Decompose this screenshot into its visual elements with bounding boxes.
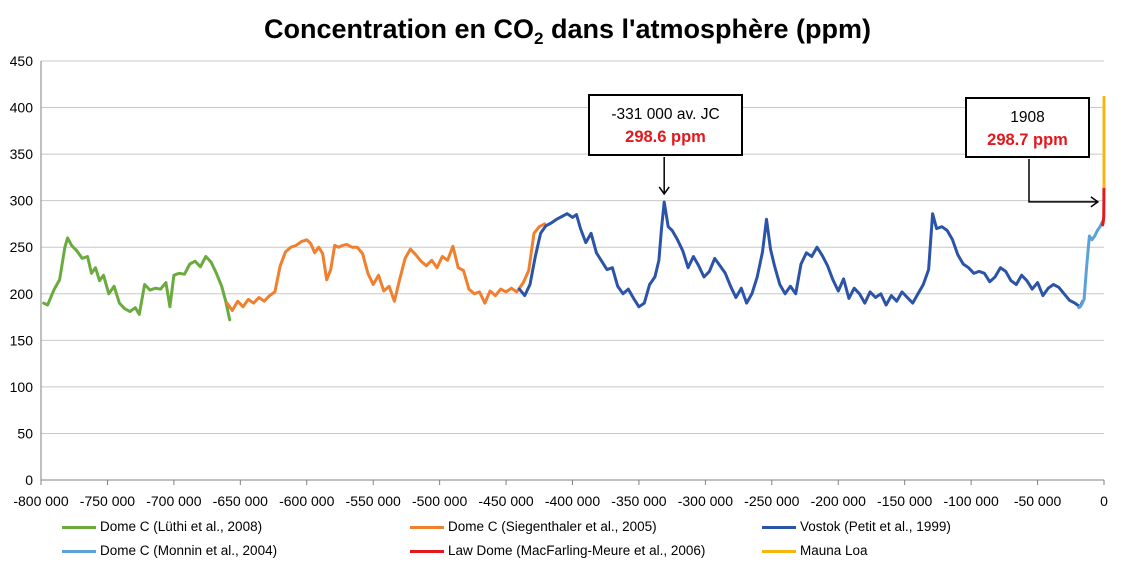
series-line-4: [1101, 185, 1106, 227]
chart-title: Concentration en CO2 dans l'atmosphère (…: [264, 14, 871, 48]
x-tick-label: -700 000: [146, 493, 201, 509]
callout-vostok-value: 298.6 ppm: [625, 128, 706, 146]
callout-1908-value: 298.7 ppm: [987, 131, 1068, 149]
x-tick-label: -100 000: [943, 493, 998, 509]
legend-swatch: [410, 549, 444, 553]
x-tick-label: -400 000: [545, 493, 600, 509]
x-tick-label: -250 000: [744, 493, 799, 509]
y-tick-label: 150: [10, 332, 34, 348]
callout-arrows: [658, 157, 1100, 208]
y-tick-label: 200: [10, 286, 34, 302]
series-line-3: [1077, 219, 1105, 310]
gridlines: [40, 60, 1104, 481]
x-tick-label: -750 000: [80, 493, 135, 509]
y-tick-label: 400: [10, 100, 34, 116]
x-tick-label: -450 000: [478, 493, 533, 509]
series-lines: [42, 95, 1106, 322]
series-line-0: [42, 236, 232, 322]
legend-label: Dome C (Lüthi et al., 2008): [100, 519, 263, 534]
callout-1908: 1908 298.7 ppm: [965, 97, 1090, 158]
x-tick-label: -550 000: [346, 493, 401, 509]
legend-label: Law Dome (MacFarling-Meure et al., 2006): [448, 543, 706, 558]
legend-label: Dome C (Siegenthaler et al., 2005): [448, 519, 657, 534]
legend-swatch: [762, 549, 796, 553]
callout-arrow-shaft: [1028, 159, 1098, 203]
x-tick-label: -350 000: [611, 493, 666, 509]
x-tick-label: -800 000: [13, 493, 68, 509]
x-tick-label: 0: [1100, 493, 1108, 509]
x-tick-label: -500 000: [412, 493, 467, 509]
legend-item-mauna-loa: Mauna Loa: [762, 543, 868, 558]
legend-swatch: [762, 525, 796, 529]
series-line-1: [225, 222, 547, 312]
legend-item-vostok: Vostok (Petit et al., 1999): [762, 519, 951, 534]
y-tick-label: 300: [10, 193, 34, 209]
x-tick-label: -50 000: [1014, 493, 1062, 509]
y-tick-label: 450: [10, 53, 34, 69]
callout-vostok-peak: -331 000 av. JC 298.6 ppm: [588, 94, 743, 156]
legend-label: Vostok (Petit et al., 1999): [800, 519, 951, 534]
callout-vostok-label: -331 000 av. JC: [611, 106, 720, 123]
legend-item-siegenthaler: Dome C (Siegenthaler et al., 2005): [410, 519, 657, 534]
callout-arrow-head: [658, 186, 670, 196]
y-tick-label: 0: [25, 472, 33, 488]
legend-item-monnin: Dome C (Monnin et al., 2004): [62, 543, 277, 558]
x-axis-ticks: -800 000 -750 000 -700 000 -650 000 -600 000…: [13, 480, 1108, 509]
legend-item-law-dome: Law Dome (MacFarling-Meure et al., 2006): [410, 543, 705, 558]
callout-1908-label: 1908: [1010, 109, 1045, 126]
legend-label: Dome C (Monnin et al., 2004): [100, 543, 278, 558]
callout-arrow-head: [1090, 196, 1100, 208]
y-tick-label: 100: [10, 379, 34, 395]
legend-swatch: [62, 525, 96, 529]
y-tick-label: 50: [17, 425, 33, 441]
x-tick-label: -600 000: [279, 493, 334, 509]
x-tick-label: -150 000: [877, 493, 932, 509]
y-tick-label: 250: [10, 239, 34, 255]
series-line-2: [517, 200, 1085, 309]
y-axis-ticks: 0 50 100 150 200 250 300 350 400 450: [10, 53, 34, 488]
x-tick-label: -300 000: [678, 493, 733, 509]
legend-label: Mauna Loa: [800, 543, 868, 558]
x-tick-label: -650 000: [213, 493, 268, 509]
y-tick-label: 350: [10, 146, 34, 162]
legend-swatch: [62, 549, 96, 553]
legend-item-luthi: Dome C (Lüthi et al., 2008): [62, 519, 262, 534]
legend-swatch: [410, 525, 444, 529]
x-tick-label: -200 000: [811, 493, 866, 509]
